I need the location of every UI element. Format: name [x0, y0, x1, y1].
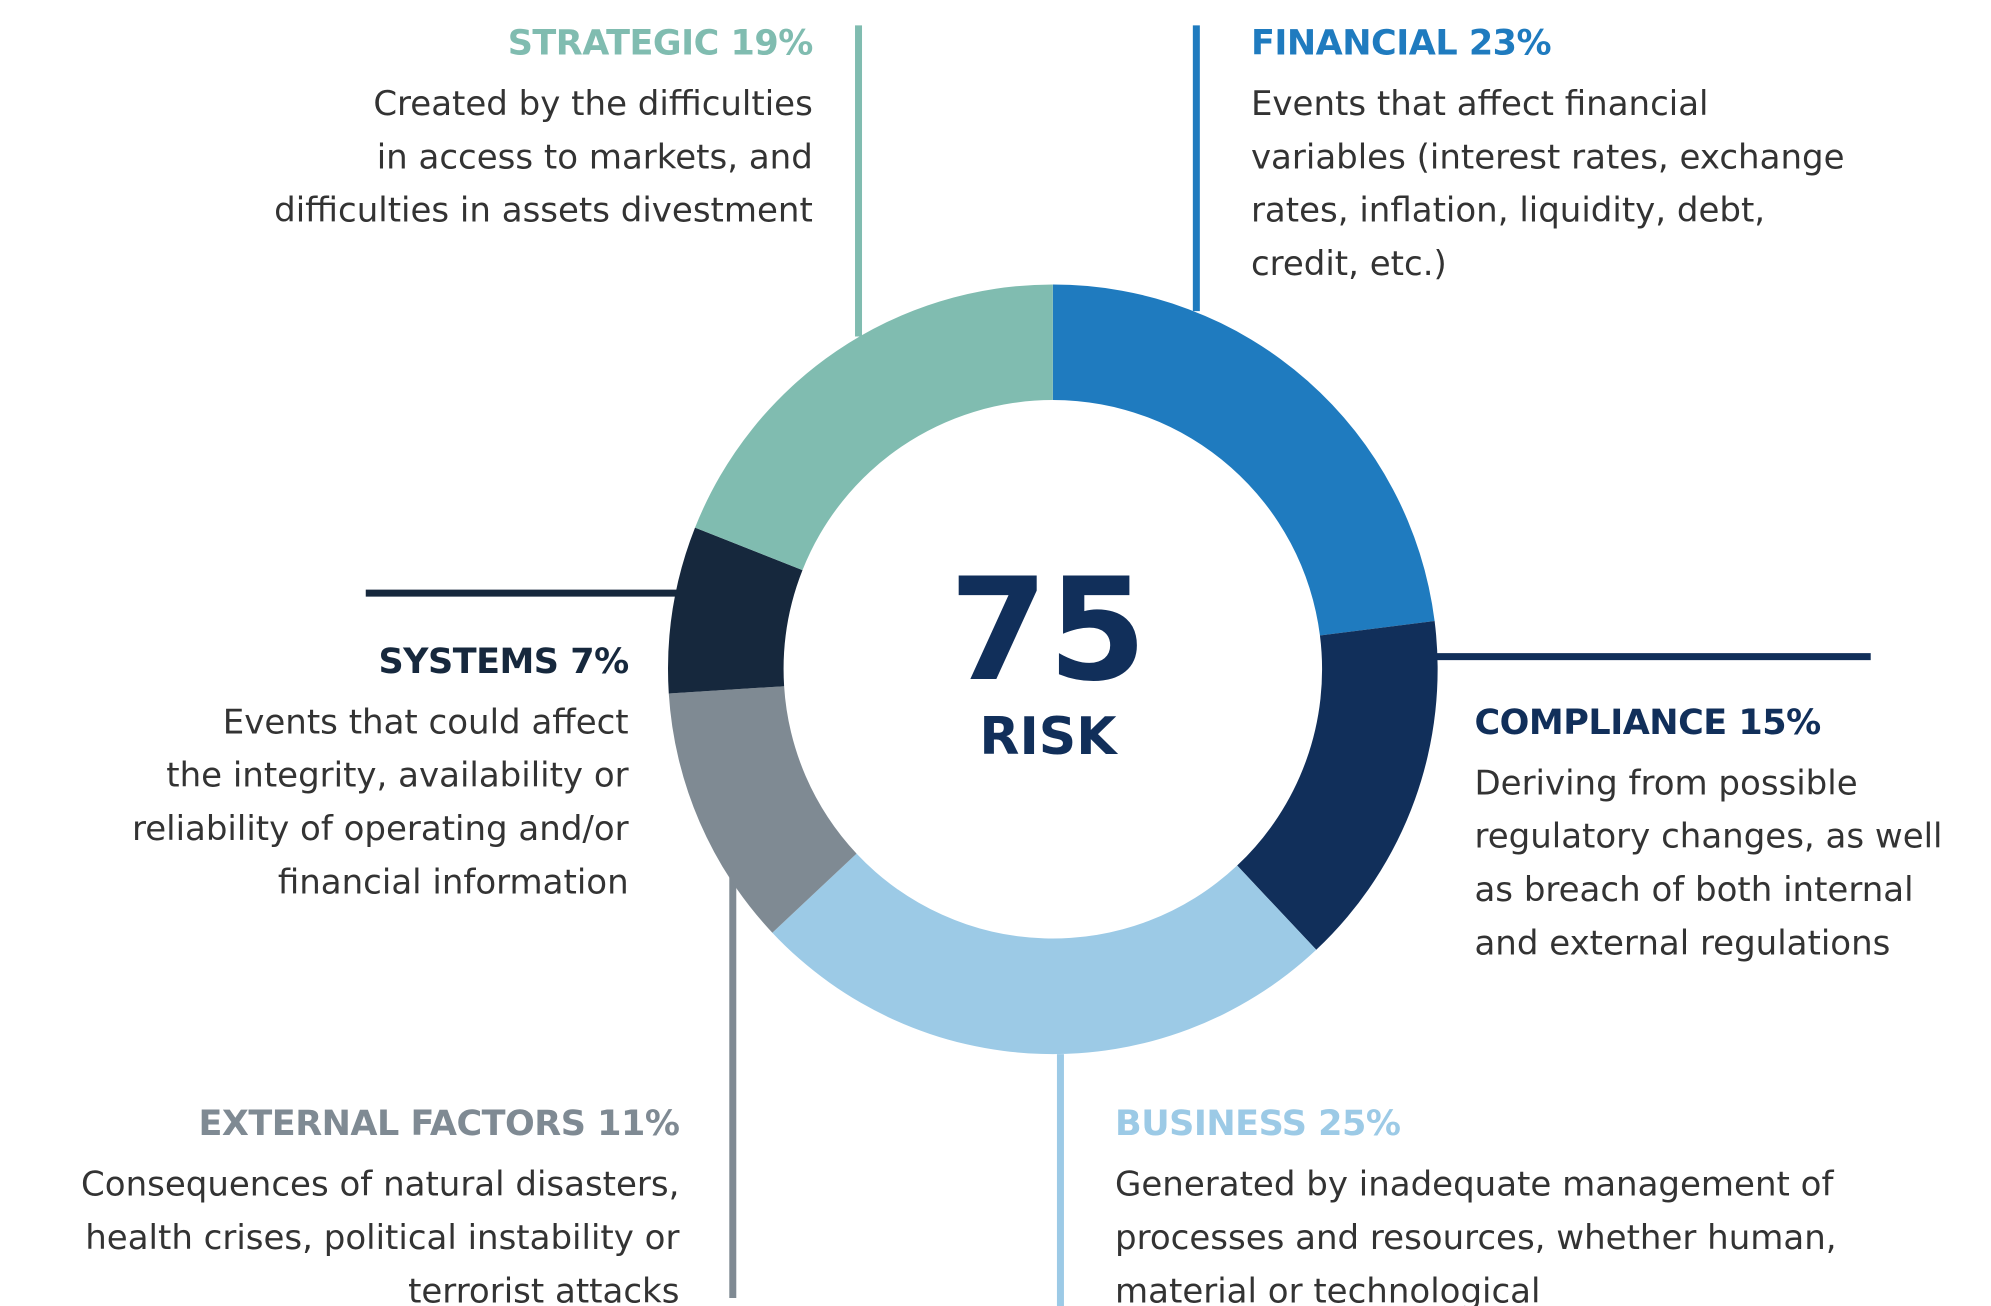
- segment-percent: 19%: [731, 23, 813, 63]
- segment-description: financial information: [278, 862, 629, 902]
- segment-description: regulatory changes, as well: [1474, 817, 1942, 857]
- segment-description: the integrity, availability or: [166, 756, 628, 796]
- segment-description: and external regulations: [1474, 923, 1890, 963]
- segment-description: material or technological: [1115, 1271, 1540, 1306]
- segment-description: variables (interest rates, exchange: [1251, 137, 1845, 177]
- segment-percent: 23%: [1469, 23, 1551, 63]
- donut-segment: [668, 686, 857, 933]
- segment-description: Events that could affect: [223, 702, 629, 742]
- segment-description: in access to markets, and: [377, 137, 813, 177]
- segment-title: EXTERNAL FACTORS 11%: [199, 1104, 680, 1144]
- segment-description: Generated by inadequate management of: [1115, 1165, 1834, 1205]
- center-value: 75: [949, 548, 1147, 713]
- segment-description: as breach of both internal: [1474, 870, 1913, 910]
- segment-description: terrorist attacks: [408, 1271, 679, 1306]
- segment-title: SYSTEMS 7%: [378, 642, 628, 682]
- donut-segment: [668, 527, 803, 694]
- segment-name: STRATEGIC: [508, 23, 719, 63]
- segment-description: Created by the difficulties: [373, 84, 812, 124]
- segment-name: SYSTEMS: [378, 642, 558, 682]
- segment-percent: 11%: [597, 1104, 679, 1144]
- segment-percent: 15%: [1738, 703, 1820, 743]
- segment-name: FINANCIAL: [1251, 23, 1457, 63]
- segment-percent: 7%: [570, 642, 628, 682]
- segment-description: Deriving from possible: [1474, 763, 1857, 803]
- segment-description: reliability of operating and/or: [132, 809, 629, 849]
- segment-description: rates, inflation, liquidity, debt,: [1251, 191, 1765, 231]
- segment-name: BUSINESS: [1115, 1104, 1306, 1144]
- segment-description: health crises, political instability or: [85, 1218, 679, 1258]
- segment-title: STRATEGIC 19%: [508, 23, 813, 63]
- donut-segment: [1237, 621, 1438, 950]
- center-label: RISK: [979, 707, 1118, 767]
- segment-description: Consequences of natural disasters,: [81, 1165, 679, 1205]
- segment-description: difficulties in assets divestment: [274, 191, 813, 231]
- segment-description: Events that affect financial: [1251, 84, 1709, 124]
- segment-description: credit, etc.): [1251, 244, 1447, 284]
- segment-title: COMPLIANCE 15%: [1474, 703, 1820, 743]
- donut-segment: [695, 284, 1053, 571]
- segment-name: COMPLIANCE: [1474, 703, 1726, 743]
- donut-segment: [772, 853, 1317, 1055]
- segment-description: processes and resources, whether human,: [1115, 1218, 1837, 1258]
- segment-title: BUSINESS 25%: [1115, 1104, 1400, 1144]
- segment-percent: 25%: [1318, 1104, 1400, 1144]
- segment-title: FINANCIAL 23%: [1251, 23, 1551, 63]
- segment-name: EXTERNAL FACTORS: [199, 1104, 586, 1144]
- donut-segment: [1052, 284, 1435, 636]
